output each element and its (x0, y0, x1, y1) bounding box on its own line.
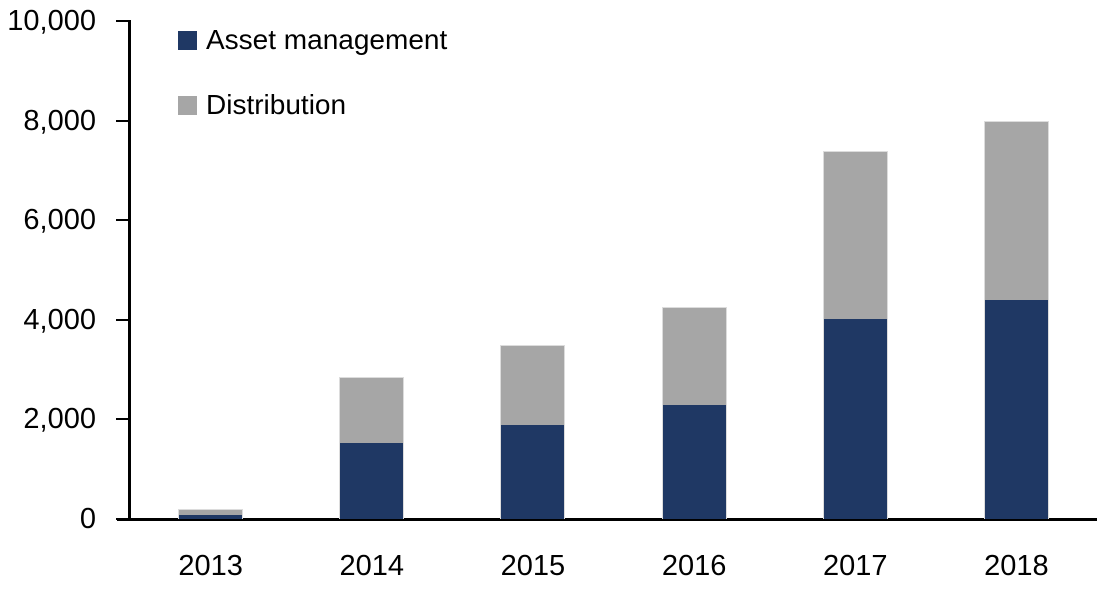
y-axis-line (128, 20, 131, 519)
x-axis-label-2014: 2014 (339, 550, 404, 582)
bar-stack-2015 (500, 344, 566, 519)
legend-item-asset-management: Asset management (178, 24, 447, 56)
bar-segment-distribution (501, 345, 565, 426)
bar-segment-asset-management (501, 425, 565, 519)
legend-swatch-asset-management (178, 30, 197, 50)
x-axis-label-2017: 2017 (822, 550, 888, 582)
x-axis-label-2015: 2015 (500, 550, 566, 582)
legend-label-asset-management: Asset management (206, 24, 448, 55)
bar-segment-asset-management (179, 515, 243, 519)
bar-segment-distribution (984, 121, 1048, 300)
bar-segment-distribution (340, 378, 404, 443)
x-axis-label-2013: 2013 (178, 550, 243, 582)
bar-segment-asset-management (823, 318, 887, 519)
bar-stack-2013 (178, 509, 244, 519)
bar-segment-distribution (823, 152, 887, 319)
legend-label-distribution: Distribution (206, 89, 347, 120)
y-axis-tick (116, 418, 128, 421)
y-axis-tick-label: 2,000 (23, 403, 96, 436)
bar-stack-2017 (822, 151, 888, 519)
x-axis-label-2018: 2018 (984, 550, 1049, 582)
y-axis-tick (116, 20, 128, 22)
bar-segment-asset-management (662, 405, 726, 519)
legend-item-distribution: Distribution (178, 89, 346, 121)
y-axis-tick-label: 10,000 (7, 5, 96, 37)
y-axis-tick (116, 119, 128, 122)
bar-segment-distribution (179, 510, 243, 515)
y-axis-tick-label: 6,000 (23, 204, 96, 237)
bar-stack-2014 (339, 377, 405, 519)
bar-stack-2018 (983, 120, 1049, 519)
y-axis-tick-label: 4,000 (23, 303, 96, 336)
y-axis-tick (116, 219, 128, 222)
bar-segment-distribution (662, 308, 726, 406)
x-axis-label-2016: 2016 (661, 550, 727, 582)
y-axis-tick-label: 0 (79, 503, 96, 535)
bar-segment-asset-management (340, 442, 404, 519)
x-axis-line (117, 518, 1097, 521)
y-axis-tick (116, 518, 128, 520)
legend-swatch-distribution (178, 95, 197, 115)
y-axis-tick-label: 8,000 (23, 104, 96, 137)
bar-stack-2016 (661, 307, 727, 519)
y-axis-tick (116, 318, 128, 321)
bar-segment-asset-management (984, 299, 1048, 519)
